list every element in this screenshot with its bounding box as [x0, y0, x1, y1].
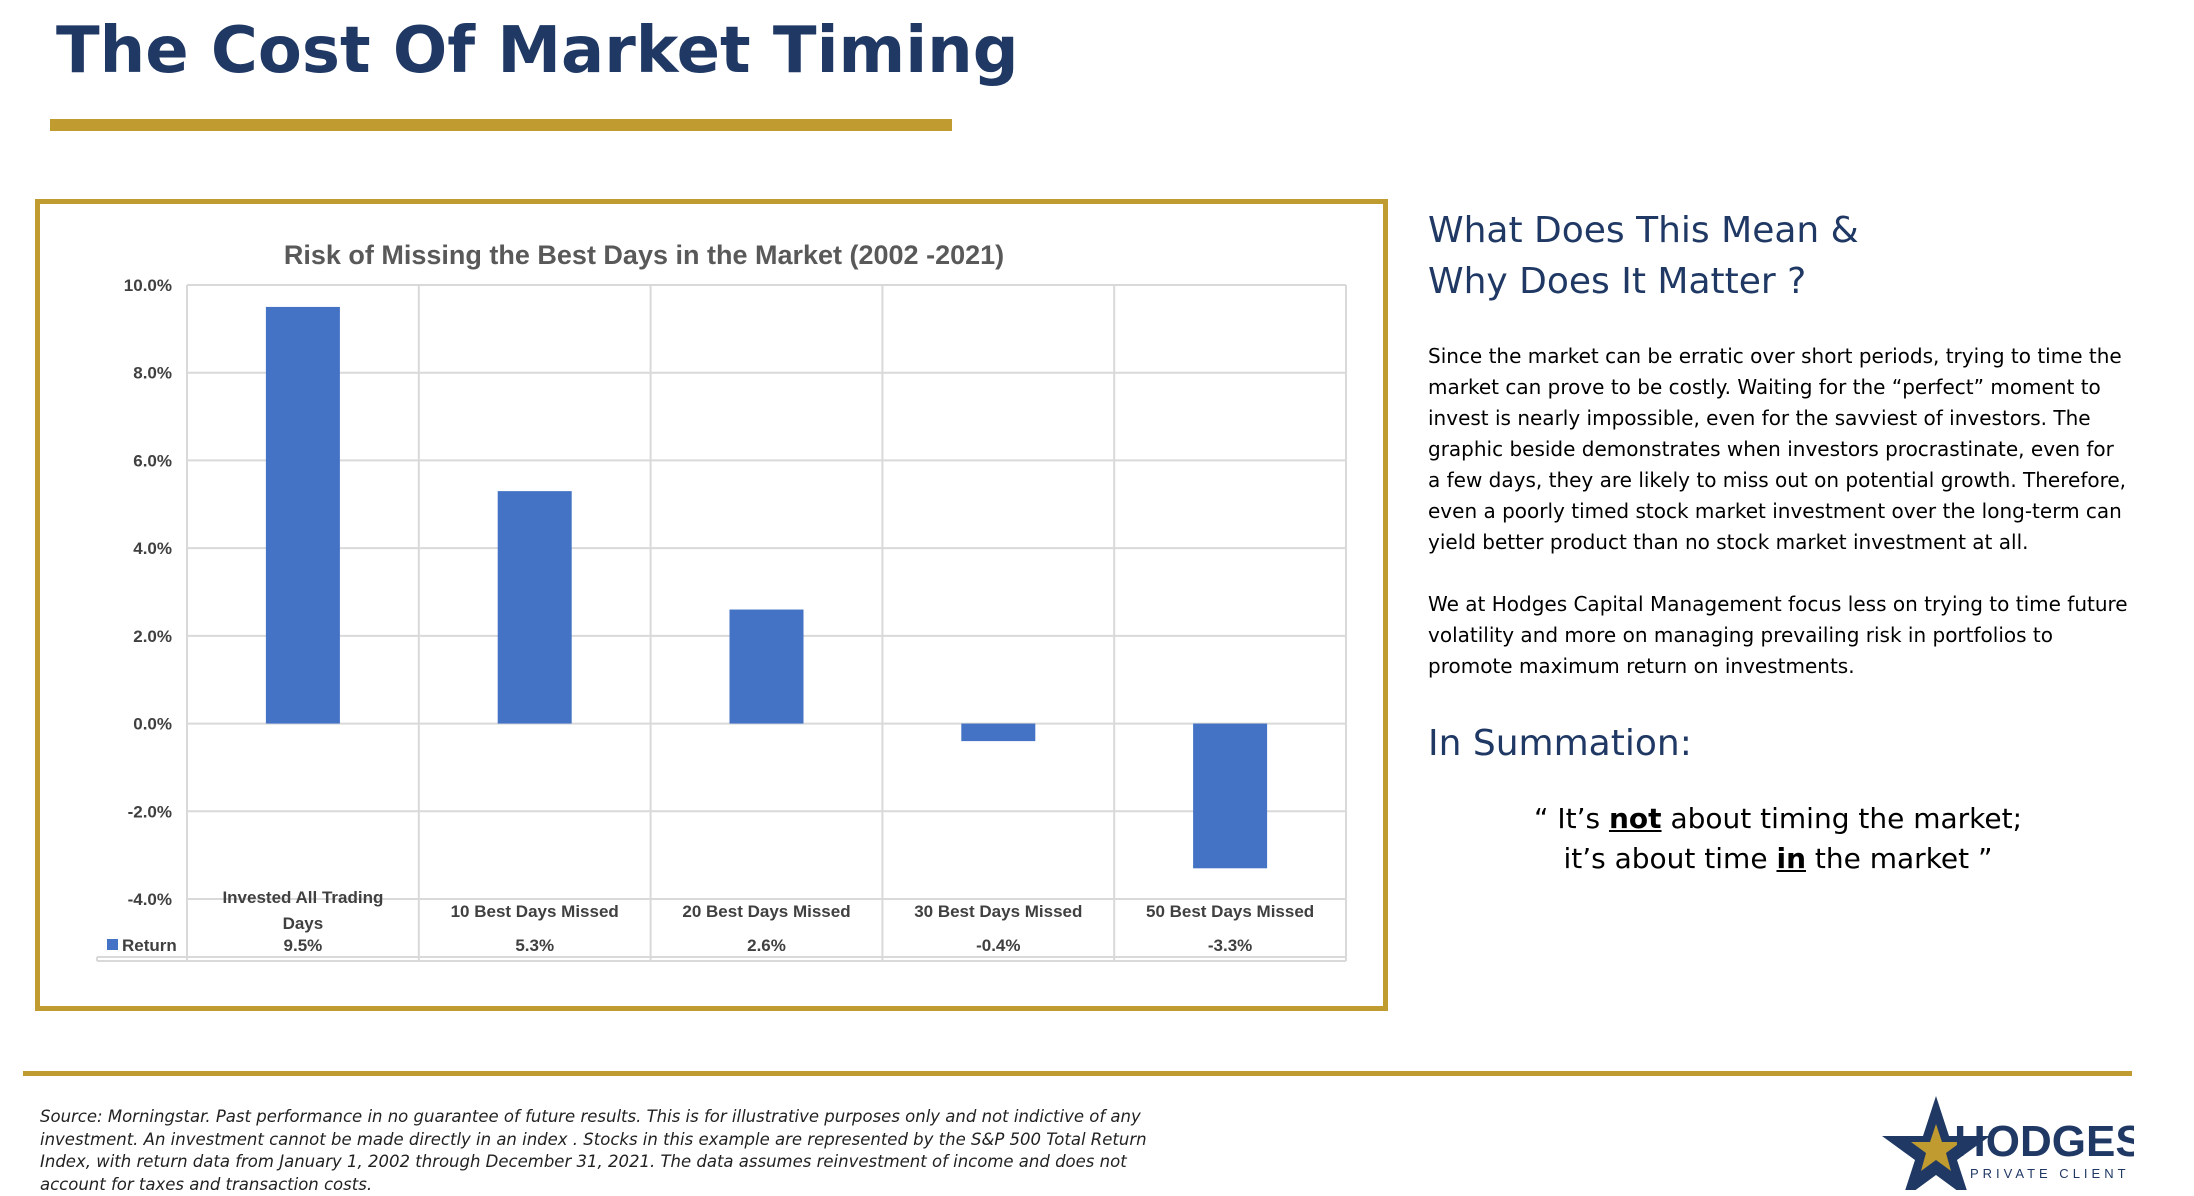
- summation-heading: In Summation:: [1428, 723, 1692, 764]
- y-tick-label: 4.0%: [133, 539, 172, 558]
- logo-wordmark: HODGES: [1954, 1117, 2134, 1166]
- footer-divider: [23, 1071, 2132, 1076]
- heading-line-1: What Does This Mean &: [1428, 210, 1859, 251]
- heading-line-2: Why Does It Matter ?: [1428, 261, 1807, 302]
- x-category-label: Invested All Trading: [222, 888, 383, 907]
- source-disclaimer: Source: Morningstar. Past performance in…: [40, 1107, 1147, 1194]
- bar-4: [961, 723, 1036, 742]
- explanation-panel: What Does This Mean & Why Does It Matter…: [1428, 205, 2128, 879]
- bar-5: [1193, 723, 1268, 869]
- section-heading: What Does This Mean & Why Does It Matter…: [1428, 205, 2128, 307]
- data-table-value: -0.4%: [976, 936, 1020, 955]
- y-tick-label: -4.0%: [128, 890, 172, 909]
- y-tick-label: 0.0%: [133, 715, 172, 734]
- bar-1: [265, 306, 340, 724]
- y-tick-label: 8.0%: [133, 364, 172, 383]
- x-category-label: 20 Best Days Missed: [682, 902, 850, 921]
- y-tick-label: 2.0%: [133, 627, 172, 646]
- emphasis-in: in: [1776, 842, 1806, 875]
- title-underline: [50, 119, 952, 131]
- star-icon: [1882, 1096, 1990, 1190]
- data-table-value: 2.6%: [747, 936, 786, 955]
- x-category-label: 50 Best Days Missed: [1146, 902, 1314, 921]
- chart-frame: Risk of Missing the Best Days in the Mar…: [35, 199, 1388, 1011]
- x-category-label: 30 Best Days Missed: [914, 902, 1082, 921]
- data-table-value: 9.5%: [284, 936, 323, 955]
- explanation-paragraph-1: Since the market can be erratic over sho…: [1428, 344, 2127, 554]
- summation-quote: “ It’s not about timing the market; it’s…: [1428, 799, 2128, 879]
- logo-subtext: PRIVATE CLIENT: [1970, 1166, 2130, 1181]
- quote-line-1: “ It’s not about timing the market;: [1533, 802, 2023, 835]
- data-table-value: -3.3%: [1208, 936, 1252, 955]
- legend-series-name: Return: [122, 936, 177, 955]
- y-tick-label: 10.0%: [124, 276, 172, 295]
- x-category-label: 10 Best Days Missed: [451, 902, 619, 921]
- quote-line-2: it’s about time in the market ”: [1563, 842, 1993, 875]
- bar-2: [497, 491, 572, 724]
- bar-3: [729, 609, 804, 724]
- page-title: The Cost Of Market Timing: [56, 14, 1019, 88]
- y-tick-label: 6.0%: [133, 451, 172, 470]
- data-table-value: 5.3%: [515, 936, 554, 955]
- hodges-logo: HODGES PRIVATE CLIENT: [1882, 1096, 2134, 1190]
- bar-chart: Risk of Missing the Best Days in the Mar…: [96, 240, 1347, 962]
- chart-title: Risk of Missing the Best Days in the Mar…: [284, 240, 1004, 270]
- emphasis-not: not: [1608, 802, 1662, 835]
- explanation-paragraph-2: We at Hodges Capital Management focus le…: [1428, 592, 2128, 678]
- legend-swatch: [107, 939, 118, 950]
- x-category-label: Days: [283, 914, 324, 933]
- y-tick-label: -2.0%: [128, 802, 172, 821]
